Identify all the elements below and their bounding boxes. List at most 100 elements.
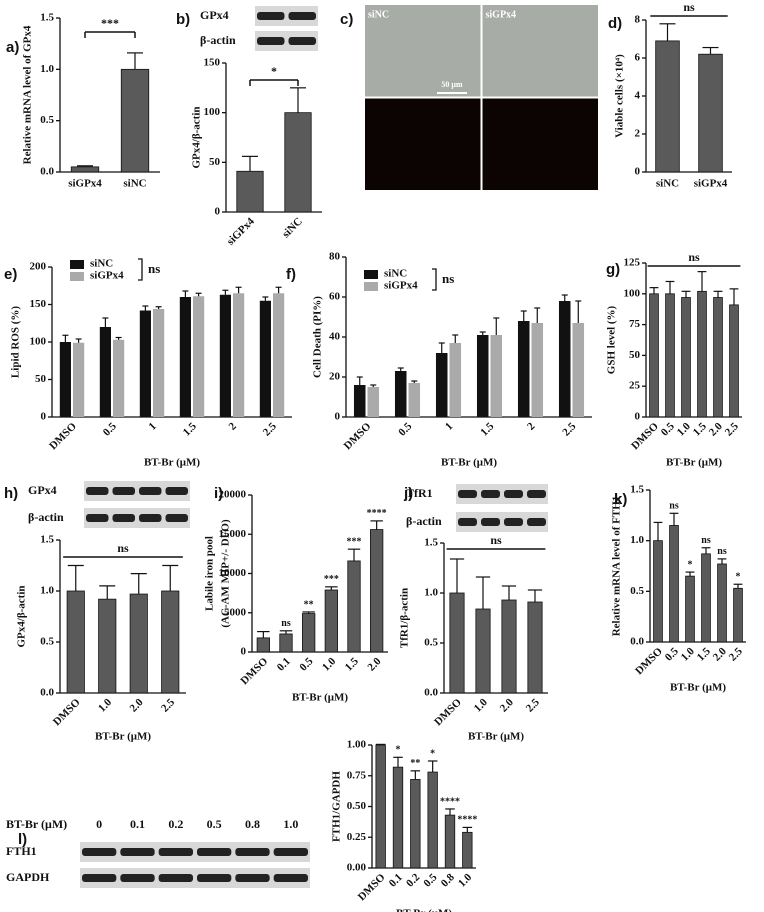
legend-label: siGPx4 bbox=[90, 270, 124, 282]
bar bbox=[410, 779, 421, 869]
legend-swatch bbox=[364, 282, 378, 291]
y-tick-label: 0 bbox=[241, 646, 247, 658]
bar bbox=[347, 560, 361, 653]
blot-band bbox=[235, 848, 270, 856]
significance-marker: *** bbox=[324, 574, 339, 585]
blot-row-label: GAPDH bbox=[6, 870, 50, 884]
x-tick-label: 1.5 bbox=[478, 420, 497, 439]
bar bbox=[717, 563, 727, 643]
bar bbox=[572, 323, 585, 417]
bar bbox=[697, 290, 707, 418]
bar bbox=[259, 300, 271, 417]
y-axis-title: GPx4/β-actin bbox=[191, 106, 203, 168]
y-axis-title: GSH level (%) bbox=[606, 305, 618, 374]
blot-band bbox=[86, 487, 109, 495]
y-tick-label: 2 bbox=[635, 128, 641, 140]
legend-label: siNC bbox=[90, 258, 113, 270]
significance-marker: ns bbox=[669, 501, 679, 512]
y-tick-label: 100 bbox=[204, 106, 221, 118]
significance-marker: **** bbox=[440, 796, 460, 807]
y-tick-label: 1.0 bbox=[630, 534, 644, 546]
x-tick-label: 0.1 bbox=[275, 655, 293, 673]
y-tick-label: 150 bbox=[204, 57, 221, 69]
x-tick-label: 0.5 bbox=[101, 420, 120, 439]
x-tick-label: 1.0 bbox=[456, 871, 475, 890]
y-tick-label: 60 bbox=[329, 291, 341, 303]
x-tick-label: DMSO bbox=[342, 420, 374, 452]
y-axis-title: FTH1/GAPDH bbox=[331, 771, 343, 842]
x-tick-label: siGPx4 bbox=[694, 178, 728, 190]
bar bbox=[219, 294, 231, 417]
x-tick-label: DMSO bbox=[356, 871, 388, 903]
bar bbox=[59, 342, 71, 417]
y-tick-label: 0.5 bbox=[630, 585, 644, 597]
panel-label: g) bbox=[606, 261, 620, 278]
panel-label: e) bbox=[4, 266, 17, 283]
bar bbox=[701, 553, 711, 643]
bar bbox=[435, 353, 448, 417]
x-tick-label: 2.0 bbox=[365, 655, 384, 674]
x-tick-label: DMSO bbox=[51, 696, 83, 728]
x-tick-label: DMSO bbox=[47, 420, 79, 452]
blot-row-label: β-actin bbox=[200, 33, 236, 47]
lane-label: 0 bbox=[96, 817, 102, 831]
x-tick-label: 2.5 bbox=[261, 420, 280, 439]
significance-label: ns bbox=[117, 541, 129, 555]
x-tick-label: 1.5 bbox=[181, 420, 200, 439]
y-tick-label: 0 bbox=[635, 166, 641, 178]
micrograph-brightfield bbox=[482, 5, 598, 97]
y-tick-label: 15000 bbox=[219, 528, 247, 540]
y-tick-label: 0.0 bbox=[630, 636, 644, 648]
significance-label: *** bbox=[101, 16, 119, 30]
lane-label: 0.8 bbox=[245, 817, 260, 831]
y-tick-label: 1.5 bbox=[40, 534, 54, 546]
y-tick-label: 5000 bbox=[224, 606, 247, 618]
blot-background bbox=[80, 842, 310, 862]
bar bbox=[233, 293, 245, 417]
significance-label: ns bbox=[683, 0, 695, 14]
y-axis-title: Viable cells (×10⁴) bbox=[614, 54, 626, 138]
bar bbox=[273, 293, 285, 417]
bar bbox=[375, 744, 386, 869]
y-tick-label: 6 bbox=[635, 52, 641, 64]
blot-band bbox=[139, 487, 162, 495]
bar bbox=[153, 309, 165, 417]
blot-band bbox=[458, 490, 477, 498]
x-axis-title: BT-Br (μM) bbox=[144, 457, 200, 469]
bar bbox=[99, 327, 111, 417]
y-tick-label: 10000 bbox=[219, 567, 247, 579]
bar bbox=[698, 53, 723, 173]
x-tick-label: siNC bbox=[656, 178, 679, 190]
y-tick-label: 100 bbox=[30, 336, 47, 348]
blot-band bbox=[458, 518, 477, 526]
legend-swatch bbox=[70, 272, 84, 281]
panel-label: c) bbox=[340, 11, 353, 28]
y-axis-title: (AC-AM MIP+/- DFO) bbox=[220, 519, 232, 628]
y-tick-label: 0.5 bbox=[40, 114, 54, 126]
blot-band bbox=[82, 848, 117, 856]
bar bbox=[139, 310, 151, 417]
bar bbox=[527, 601, 543, 694]
x-axis-title: BT-Br (μM) bbox=[666, 457, 722, 469]
bar bbox=[284, 112, 312, 213]
image-label: siNC bbox=[368, 9, 389, 20]
lane-label: 0.5 bbox=[207, 817, 222, 831]
significance-label: ns bbox=[490, 533, 502, 547]
blot-band bbox=[112, 514, 135, 522]
y-tick-label: 8 bbox=[635, 14, 641, 26]
y-tick-label: 25 bbox=[629, 380, 641, 392]
x-axis-title: BT-Br (μM) bbox=[396, 908, 452, 912]
bar bbox=[179, 297, 191, 417]
x-tick-label: 2.5 bbox=[723, 420, 742, 439]
y-tick-label: 1.00 bbox=[347, 739, 367, 751]
significance-marker: ns bbox=[281, 618, 291, 629]
panel-label: d) bbox=[608, 15, 622, 32]
x-tick-label: 2.5 bbox=[727, 645, 746, 664]
bar bbox=[490, 335, 503, 417]
bar bbox=[558, 301, 571, 417]
bar bbox=[449, 592, 465, 694]
bar bbox=[279, 633, 293, 653]
legend-bracket bbox=[432, 268, 437, 291]
y-tick-label: 4 bbox=[635, 90, 641, 102]
